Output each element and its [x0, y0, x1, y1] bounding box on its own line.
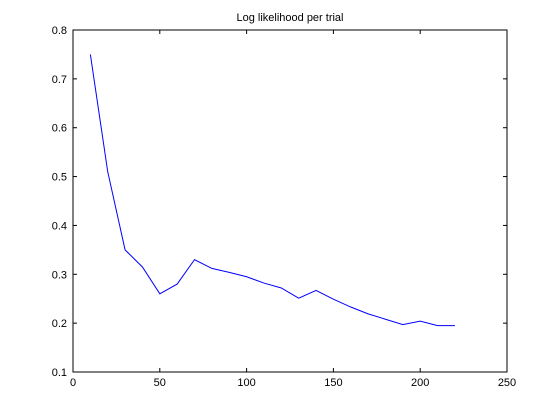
series-line: [89, 54, 455, 327]
plot-area: [72, 29, 508, 373]
chart-title: Log likelihood per trial: [236, 12, 343, 24]
y-tick-label: 0.1: [52, 367, 67, 379]
y-tick-label: 0.4: [52, 220, 67, 232]
y-axis: 0.1 0.2 0.3 0.4 0.5 0.6 0.7 0.8: [52, 25, 507, 379]
x-tick-label: 50: [154, 377, 166, 389]
x-tick-label: 250: [498, 377, 516, 389]
y-tick-label: 0.3: [52, 269, 67, 281]
y-tick-label: 0.5: [52, 172, 67, 184]
x-tick-label: 0: [70, 377, 76, 389]
x-tick-label: 200: [411, 377, 429, 389]
y-tick-label: 0.8: [52, 25, 67, 37]
series-layer: [89, 54, 455, 327]
x-axis: 0 50 100 150 200 250: [70, 30, 516, 389]
y-tick-label: 0.6: [52, 123, 67, 135]
x-tick-label: 100: [237, 377, 255, 389]
x-tick-label: 150: [324, 377, 342, 389]
y-tick-label: 0.7: [52, 74, 67, 86]
y-tick-label: 0.2: [52, 318, 67, 330]
